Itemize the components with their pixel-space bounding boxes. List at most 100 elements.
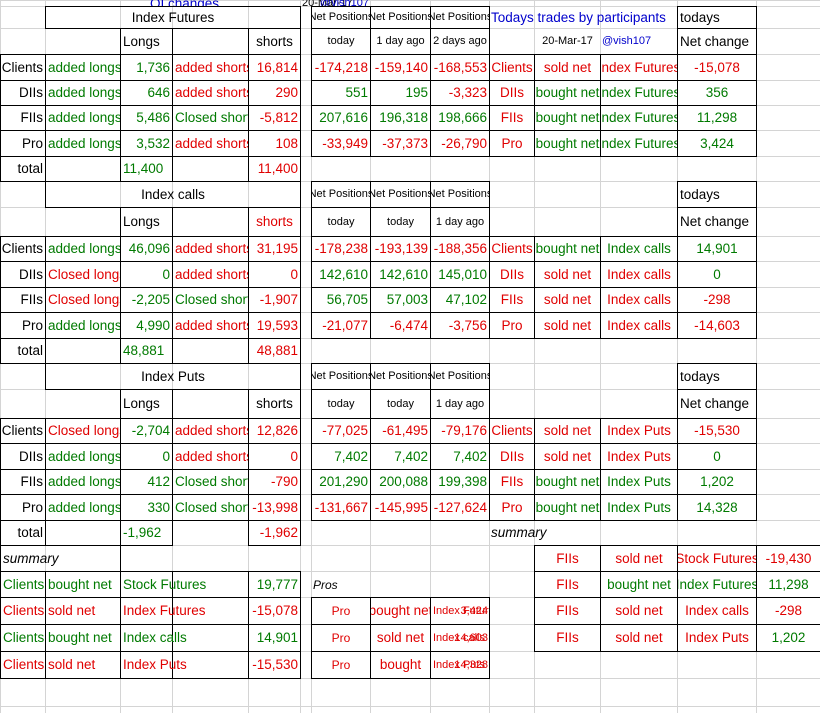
participant-name: Clients [0,418,46,444]
summary-instrument: Stock Futures [120,571,249,598]
participant-name: DIIs [0,261,46,288]
trade-action: sold net [534,261,601,288]
pros-value: 3,424 [460,604,488,617]
fiis-participant: FIIs [534,545,601,572]
net-position-value: -3,323 [430,80,490,106]
trade-net-change: 0 [677,261,757,288]
fiis-instrument: Index Puts [677,624,757,652]
net-positions-header: Net Positions [430,181,490,208]
trade-action: bought net [534,80,601,106]
participant-name: Pro [0,494,46,521]
longs-action: Closed longs [45,418,121,444]
net-positions-subheader: today [370,207,431,237]
trade-net-change: 14,328 [677,494,757,521]
trade-instrument: Index Futures [600,105,678,131]
longs-action: added longs [45,312,121,339]
longs-header: Longs [120,207,173,237]
net-position-value: -168,553 [430,54,490,81]
total-longs: -1,962 [120,520,173,546]
pros-participant: Pro [311,624,371,652]
longs-value: 5,486 [120,105,173,131]
summary-participant: Clients [0,651,46,679]
shorts-value: 19,593 [248,312,301,339]
participant-name: FIIs [0,287,46,313]
net-position-value: 142,610 [311,261,371,288]
shorts-value: 290 [248,80,301,106]
net-position-value: -159,140 [370,54,431,81]
net-positions-header: Net Positions [430,6,490,29]
trade-instrument: Index Futures [600,54,678,81]
trade-participant: Clients [489,54,535,81]
trade-instrument: Index Puts [600,469,678,495]
net-position-value: -131,667 [311,494,371,521]
summary-value: 19,777 [248,571,301,598]
longs-header: Longs [120,389,173,419]
summary-participant: Clients [0,571,46,598]
participant-name: FIIs [0,105,46,131]
longs-action: added longs [45,105,121,131]
trade-participant: Pro [489,494,535,521]
longs-value: -2,704 [120,418,173,444]
shorts-value: -790 [248,469,301,495]
shorts-action: Closed shorts [172,105,249,131]
net-position-value: 57,003 [370,287,431,313]
summary-value: -15,530 [248,651,301,679]
fiis-instrument: Stock Futures [677,545,757,572]
trade-net-change: -15,078 [677,54,757,81]
net-position-value: -77,025 [311,418,371,444]
shorts-value: -13,998 [248,494,301,521]
longs-action: added longs [45,80,121,106]
fiis-value: 1,202 [756,624,820,652]
sheet-handle: @vish107 [319,0,369,7]
net-position-value: 551 [311,80,371,106]
participant-name: Clients [0,54,46,81]
fiis-instrument: Index Futures [677,571,757,598]
net-position-value: -178,238 [311,236,371,262]
net-position-value: 199,398 [430,469,490,495]
net-position-value: 200,088 [370,469,431,495]
shorts-value: 0 [248,261,301,288]
net-position-value: -188,356 [430,236,490,262]
sheet-title: OI changes [120,0,249,7]
trade-participant: DIIs [489,80,535,106]
todays-header: todays [677,6,757,29]
total-label: total [0,520,46,546]
trade-instrument: Index Puts [600,418,678,444]
fiis-participant: FIIs [534,624,601,652]
participant-name: Pro [0,312,46,339]
net-position-value: 7,402 [311,443,371,470]
trade-net-change: -14,603 [677,312,757,339]
longs-value: -2,205 [120,287,173,313]
section-title: Index Puts [45,363,301,390]
trade-action: bought net [534,105,601,131]
shorts-value: 16,814 [248,54,301,81]
pros-participant: Pro [311,651,371,679]
net-position-value: -79,176 [430,418,490,444]
trade-participant: DIIs [489,261,535,288]
trade-participant: Pro [489,130,535,157]
net-position-value: 47,102 [430,287,490,313]
net-position-value: -61,495 [370,418,431,444]
trade-instrument: Index Puts [600,443,678,470]
fiis-action: sold net [600,624,678,652]
longs-action: Closed longs [45,287,121,313]
trade-net-change: 3,424 [677,130,757,157]
shorts-value: 108 [248,130,301,157]
longs-value: 330 [120,494,173,521]
summary-action: sold net [45,651,173,679]
trade-net-change: 14,901 [677,236,757,262]
fiis-value: -298 [756,597,820,625]
net-position-value: -33,949 [311,130,371,157]
net-positions-subheader: today [311,389,371,419]
summary-label: summary [491,525,547,541]
shorts-action: added shorts [172,261,249,288]
net-change-header: Net change [677,28,757,55]
shorts-value: 31,195 [248,236,301,262]
shorts-action: added shorts [172,236,249,262]
longs-action: added longs [45,494,121,521]
fiis-instrument: Index calls [677,597,757,625]
pros-label: Pros [313,577,338,592]
total-longs: 11,400 [120,156,173,182]
fiis-participant: FIIs [534,597,601,625]
